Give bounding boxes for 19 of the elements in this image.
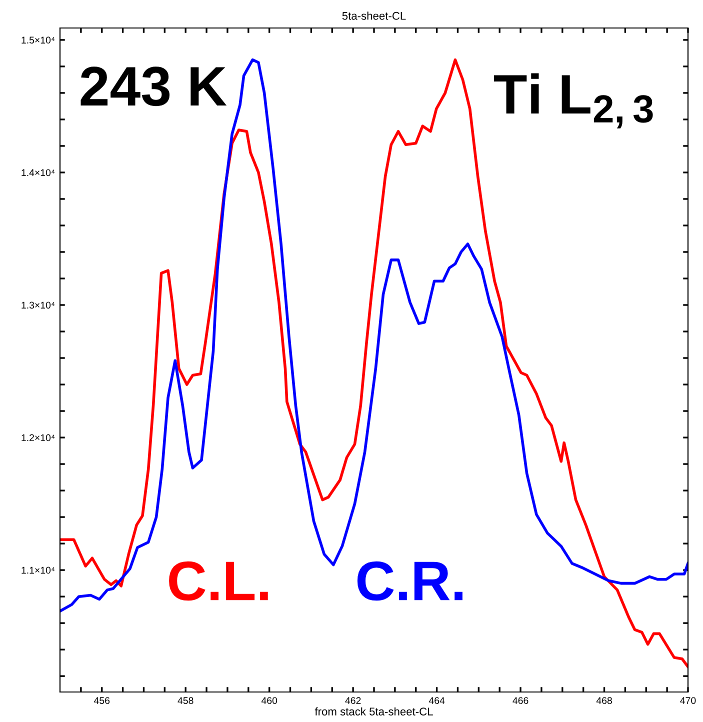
y-tick-label: 1.4×10⁴ <box>22 169 55 176</box>
x-tick-label: 456 <box>94 697 110 704</box>
chart-title: 5ta-sheet-CL <box>342 12 406 20</box>
annotation: Ti L$_{2,3}$ <box>494 73 653 128</box>
annotation: 243 K <box>80 66 227 106</box>
x-tick-label: 468 <box>596 697 612 704</box>
x-tick-label: 464 <box>428 697 445 704</box>
x-tick-label: 458 <box>178 697 194 704</box>
x-tick-label: 460 <box>261 697 278 704</box>
y-tick-label: 1.1×10⁴ <box>22 566 55 574</box>
series-label: C.L. <box>169 561 268 601</box>
series-label: C.R. <box>357 561 462 601</box>
y-tick-label: 1.2×10⁴ <box>22 434 55 442</box>
y-tick-label: 1.3×10⁴ <box>22 302 55 309</box>
x-tick-label: 470 <box>680 697 696 704</box>
x-tick-label: 462 <box>345 697 361 704</box>
y-tick-label: 1.5×10⁴ <box>22 36 55 44</box>
x-axis-title: from stack 5ta-sheet-CL <box>314 707 433 716</box>
x-tick-label: 466 <box>512 697 528 704</box>
